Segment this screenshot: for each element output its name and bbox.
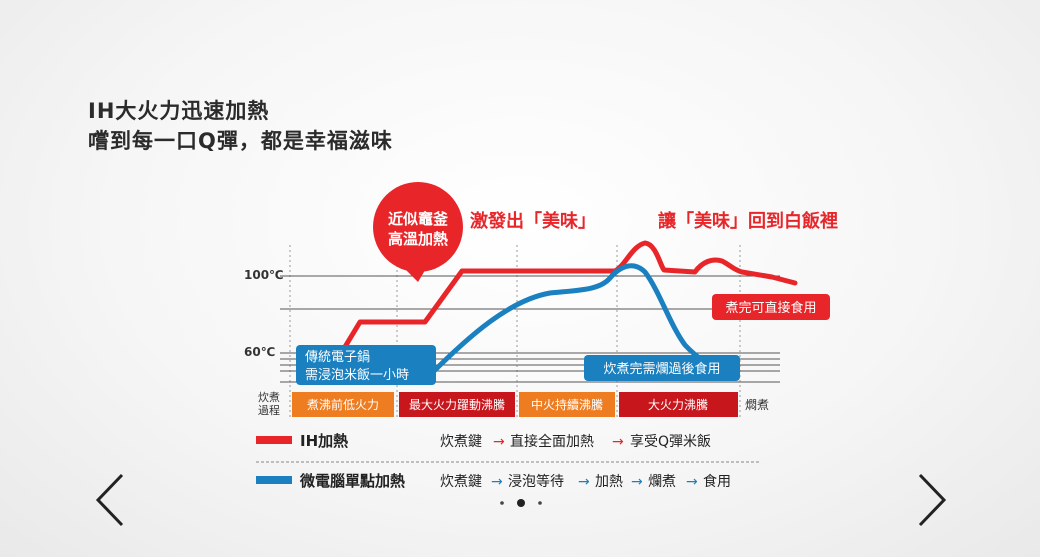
headline-line-1: IH大火力迅速加熱 bbox=[88, 99, 270, 123]
bubble-tail bbox=[398, 262, 430, 282]
legend-step: 炊煮鍵 bbox=[440, 434, 482, 450]
legend-microcomputer: 微電腦單點加熱 炊煮鍵 → 浸泡等待 → 加熱 → 爛煮 → 食用 bbox=[256, 472, 731, 490]
arrow-icon: → bbox=[631, 474, 643, 490]
pagination-dot[interactable] bbox=[500, 501, 504, 505]
process-stage-label: 煮沸前低火力 bbox=[307, 397, 379, 412]
legend-step: 食用 bbox=[703, 473, 731, 490]
process-stages: 煮沸前低火力 最大火力躍動沸騰 中火持續沸騰 大火力沸騰 bbox=[292, 392, 738, 417]
y-tick-label: 60℃ bbox=[244, 345, 275, 359]
callout-after-cook-box bbox=[584, 355, 740, 381]
legend-name-ih: IH加熱 bbox=[300, 432, 348, 450]
legend-step: 加熱 bbox=[595, 474, 623, 490]
arrow-icon: → bbox=[686, 474, 698, 490]
legend-step: 直接全面加熱 bbox=[510, 433, 594, 450]
pagination-dot[interactable] bbox=[538, 501, 542, 505]
arrow-icon: → bbox=[578, 474, 590, 490]
legend-step: 浸泡等待 bbox=[508, 473, 564, 490]
bubble-callout: 近似竈釜 高溫加熱 bbox=[373, 182, 463, 282]
bubble-line-2: 高溫加熱 bbox=[388, 230, 448, 248]
process-stage-box bbox=[292, 392, 394, 417]
process-stage-label: 大火力沸騰 bbox=[648, 397, 708, 412]
annotation-left: 激發出「美味」 bbox=[470, 210, 596, 232]
chevron-right-icon bbox=[918, 473, 947, 527]
pagination-dots bbox=[500, 499, 542, 507]
callout-ready: 煮完可直接食用 bbox=[712, 294, 830, 320]
legend-step: 炊煮鍵 bbox=[440, 474, 482, 490]
process-stage-box bbox=[519, 392, 615, 417]
next-slide-button[interactable] bbox=[910, 470, 950, 530]
series-line-microcomputer bbox=[427, 263, 713, 378]
callout-traditional-line-1: 傳統電子鍋 bbox=[305, 349, 370, 365]
legend-swatch-microcomputer bbox=[256, 476, 292, 484]
bubble-circle bbox=[373, 182, 463, 272]
arrow-icon: → bbox=[612, 434, 624, 450]
y-tick-label: 100℃ bbox=[244, 268, 284, 282]
callout-ready-text: 煮完可直接食用 bbox=[725, 300, 816, 316]
legend-swatch-ih bbox=[256, 436, 292, 444]
legend-ih: IH加熱 炊煮鍵 → 直接全面加熱 → 享受Q彈米飯 bbox=[256, 432, 711, 450]
legend-step: 享受Q彈米飯 bbox=[630, 433, 711, 450]
process-stage-label: 中火持續沸騰 bbox=[531, 397, 603, 412]
pagination-dot-active[interactable] bbox=[517, 499, 525, 507]
callout-traditional: 傳統電子鍋 需浸泡米飯一小時 bbox=[296, 345, 436, 385]
callout-traditional-line-2: 需浸泡米飯一小時 bbox=[305, 368, 409, 383]
headline-line-2: 嚐到每一口Q彈，都是幸福滋味 bbox=[88, 129, 393, 153]
process-label-line-1: 炊煮 bbox=[258, 391, 280, 404]
process-stage-box bbox=[399, 392, 515, 417]
headline: IH大火力迅速加熱 嚐到每一口Q彈，都是幸福滋味 bbox=[88, 96, 393, 156]
process-label-line-2: 過程 bbox=[258, 404, 280, 417]
process-end-label: 燜煮 bbox=[745, 398, 769, 412]
callout-ready-box bbox=[712, 294, 830, 320]
legend-name-microcomputer: 微電腦單點加熱 bbox=[299, 472, 405, 490]
annotation-right: 讓「美味」回到白飯裡 bbox=[658, 210, 838, 232]
process-stage-label: 最大火力躍動沸騰 bbox=[409, 397, 505, 412]
legend-step: 爛煮 bbox=[648, 474, 676, 490]
bubble-line-1: 近似竈釜 bbox=[388, 210, 449, 228]
callout-after-cook-text: 炊煮完需爛過後食用 bbox=[603, 361, 720, 377]
arrow-icon: → bbox=[493, 434, 505, 450]
process-stage-box bbox=[619, 392, 738, 417]
callout-traditional-box bbox=[296, 345, 436, 385]
arrow-icon: → bbox=[491, 474, 503, 490]
callout-after-cook: 炊煮完需爛過後食用 bbox=[584, 355, 740, 381]
series-line-ih bbox=[337, 240, 798, 358]
chevron-left-icon bbox=[95, 473, 124, 527]
stage-dividers bbox=[289, 245, 741, 418]
previous-slide-button[interactable] bbox=[92, 470, 132, 530]
